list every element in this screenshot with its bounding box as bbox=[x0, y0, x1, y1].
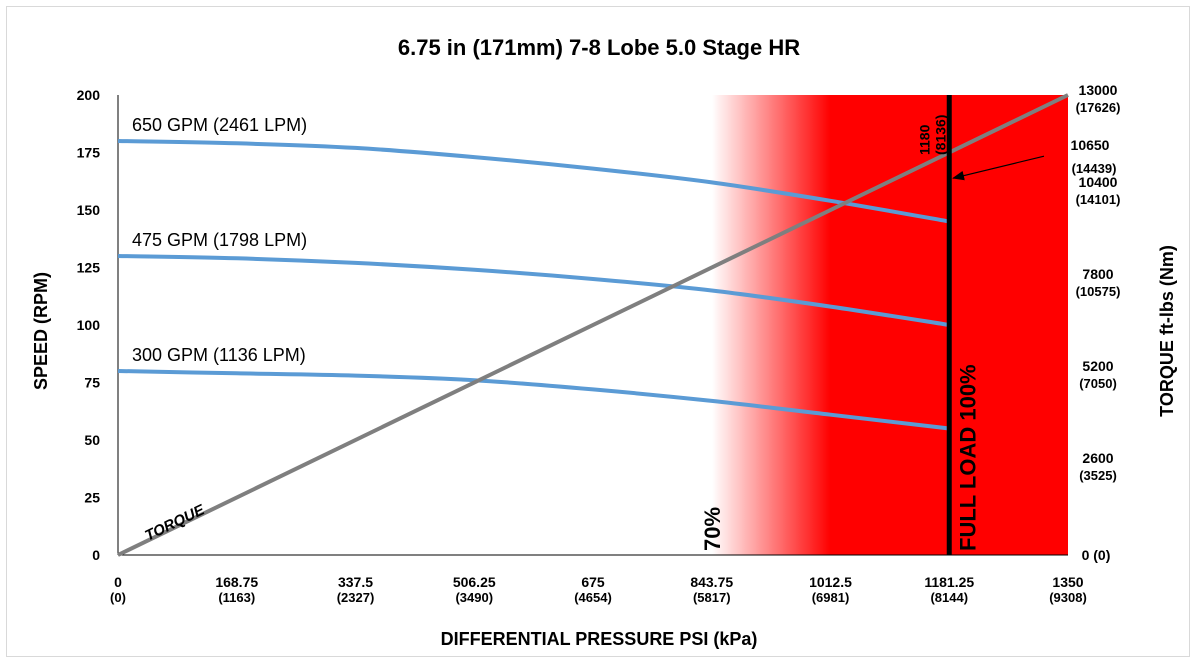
speed-torque-chart: 6.75 in (171mm) 7-8 Lobe 5.0 Stage HR 0 2… bbox=[31, 35, 1177, 649]
load-zones bbox=[711, 95, 1068, 555]
annotation-value: 10650 bbox=[1071, 137, 1110, 153]
y2-tick-label: 2600 bbox=[1082, 450, 1113, 466]
x-tick-sublabel: (9308) bbox=[1049, 590, 1087, 605]
y-tick-label: 150 bbox=[77, 202, 101, 218]
y2-tick-label: 0 (0) bbox=[1082, 547, 1111, 563]
gradient-zone bbox=[711, 95, 831, 555]
annotation-arrow bbox=[952, 155, 1045, 181]
y-tick-label: 75 bbox=[84, 375, 100, 391]
y2-tick-label: 13000 bbox=[1079, 82, 1118, 98]
x-tick-label: 168.75 bbox=[215, 574, 258, 590]
x-tick-label: 1350 bbox=[1052, 574, 1083, 590]
y2-tick-sublabel: (17626) bbox=[1076, 100, 1121, 115]
pct70-label: 70% bbox=[700, 507, 725, 551]
x-tick-sublabel: (5817) bbox=[693, 590, 731, 605]
y-axis-title: SPEED (RPM) bbox=[31, 272, 51, 390]
y2-tick-sublabel: (10575) bbox=[1076, 284, 1121, 299]
y2-tick-label: 10400 bbox=[1079, 174, 1118, 190]
x-tick-label: 337.5 bbox=[338, 574, 373, 590]
torque-line bbox=[117, 93, 1069, 557]
x-tick-label: 506.25 bbox=[453, 574, 496, 590]
y-tick-label: 25 bbox=[84, 490, 100, 506]
full-load-label: FULL LOAD 100% bbox=[955, 364, 980, 551]
y-tick-label: 50 bbox=[84, 432, 100, 448]
x-tick-label: 1181.25 bbox=[924, 574, 974, 590]
x-axis-title: DIFFERENTIAL PRESSURE PSI (kPa) bbox=[441, 629, 758, 649]
annotation-subvalue: (14439) bbox=[1072, 161, 1117, 176]
x-tick-sublabel: (1163) bbox=[218, 590, 255, 605]
chart-title: 6.75 in (171mm) 7-8 Lobe 5.0 Stage HR bbox=[398, 35, 800, 60]
series-lines bbox=[117, 93, 1069, 557]
speed-curve-0 bbox=[117, 139, 950, 224]
x-tick-sublabel: (2327) bbox=[337, 590, 375, 605]
y-tick-label: 0 bbox=[92, 547, 100, 563]
y2-tick-sublabel: (7050) bbox=[1079, 376, 1117, 391]
speed-curve-2 bbox=[117, 369, 950, 431]
x-tick-sublabel: (6981) bbox=[812, 590, 850, 605]
x-tick-sublabel: (0) bbox=[110, 590, 126, 605]
series-label: 650 GPM (2461 LPM) bbox=[132, 115, 307, 135]
x-tick-label: 843.75 bbox=[690, 574, 733, 590]
series-label: 475 GPM (1798 LPM) bbox=[132, 230, 307, 250]
y2-tick-sublabel: (3525) bbox=[1079, 468, 1117, 483]
x-tick-sublabel: (4654) bbox=[574, 590, 612, 605]
torque-label: TORQUE bbox=[142, 501, 208, 545]
y-tick-label: 175 bbox=[77, 145, 101, 161]
y2-tick-label: 5200 bbox=[1082, 358, 1113, 374]
x-tick-label: 675 bbox=[581, 574, 605, 590]
x-tick-label: 0 bbox=[114, 574, 122, 590]
full-load-psi-label: 1180 bbox=[916, 124, 932, 155]
y-tick-label: 125 bbox=[77, 260, 101, 276]
y2-tick-label: 7800 bbox=[1082, 266, 1113, 282]
y2-axis-title: TORQUE ft-lbs (Nm) bbox=[1157, 245, 1177, 417]
x-tick-sublabel: (3490) bbox=[455, 590, 493, 605]
full-load-kpa-label: (8136) bbox=[932, 115, 948, 155]
x-tick-sublabel: (8144) bbox=[930, 590, 968, 605]
series-label: 300 GPM (1136 LPM) bbox=[132, 345, 306, 365]
y-tick-label: 100 bbox=[77, 317, 101, 333]
y2-tick-sublabel: (14101) bbox=[1076, 192, 1121, 207]
speed-curve-1 bbox=[117, 254, 950, 327]
chart-frame: 6.75 in (171mm) 7-8 Lobe 5.0 Stage HR 0 2… bbox=[6, 6, 1190, 657]
y-tick-label: 200 bbox=[77, 87, 101, 103]
x-tick-label: 1012.5 bbox=[809, 574, 852, 590]
